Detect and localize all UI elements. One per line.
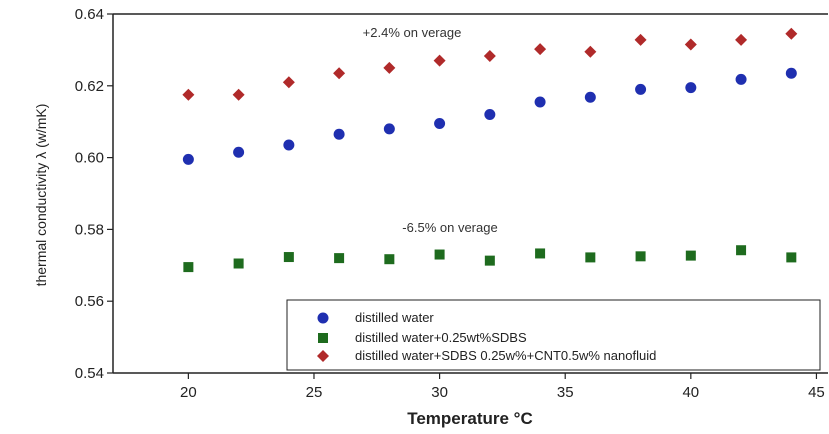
data-point-diamond [534, 43, 547, 56]
legend-label: distilled water+0.25wt%SDBS [355, 330, 527, 345]
data-point-circle [484, 109, 496, 121]
data-point-square [535, 248, 546, 259]
legend-item-sdbs: distilled water+0.25wt%SDBS [318, 330, 527, 345]
x-tick-label: 35 [557, 384, 574, 401]
data-point-square [434, 249, 445, 260]
data-point-square [635, 251, 646, 262]
y-tick-label: 0.54 [75, 365, 104, 382]
data-point-square [183, 262, 194, 273]
data-point-diamond [232, 88, 245, 101]
legend: distilled water distilled water+0.25wt%S… [286, 299, 821, 371]
data-point-square [736, 245, 747, 256]
plot-area [112, 13, 828, 374]
data-point-square [585, 252, 596, 263]
legend-marker-diamond [317, 350, 329, 362]
data-point-circle [182, 153, 194, 165]
data-point-diamond [584, 45, 597, 58]
x-tick-label: 40 [682, 384, 699, 401]
legend-marker-circle [317, 312, 329, 324]
x-axis-title: Temperature °C [407, 409, 533, 428]
y-tick-label: 0.58 [75, 221, 104, 238]
data-point-diamond [684, 38, 697, 51]
legend-marker-square [318, 333, 328, 343]
data-point-diamond [735, 33, 748, 46]
y-tick-label: 0.64 [75, 6, 104, 23]
data-point-circle [635, 83, 647, 95]
data-point-diamond [333, 67, 346, 80]
data-point-circle [534, 96, 546, 108]
data-point-square [283, 252, 294, 263]
data-point-circle [333, 128, 345, 140]
axis-ticks: 20 25 30 35 40 45 0.54 0.56 0.58 0.60 0.62 0.64 [75, 6, 825, 401]
data-point-circle [785, 67, 797, 79]
legend-label: distilled water [355, 310, 434, 325]
data-point-circle [434, 117, 446, 129]
legend-label: distilled water+SDBS 0.25w%+CNT0.5w% nan… [355, 348, 656, 363]
data-point-square [384, 254, 395, 265]
data-point-diamond [182, 88, 195, 101]
data-point-circle [283, 139, 295, 151]
data-point-circle [584, 91, 596, 103]
data-point-square [685, 250, 696, 261]
legend-box [286, 299, 821, 371]
x-tick-label: 45 [808, 384, 825, 401]
data-point-diamond [433, 54, 446, 67]
x-tick-label: 20 [180, 384, 197, 401]
data-point-square [334, 253, 345, 264]
data-point-square [786, 252, 797, 263]
data-point-diamond [483, 50, 496, 63]
data-point-diamond [785, 27, 798, 40]
data-point-diamond [383, 61, 396, 74]
legend-item-distilled-water: distilled water [317, 310, 434, 325]
data-markers [182, 27, 798, 273]
data-point-circle [735, 73, 747, 85]
x-tick-label: 30 [431, 384, 448, 401]
data-point-square [233, 258, 244, 269]
data-point-circle [233, 146, 245, 158]
annotation-top: +2.4% on verage [363, 25, 462, 40]
x-tick-label: 25 [306, 384, 323, 401]
legend-item-nanofluid: distilled water+SDBS 0.25w%+CNT0.5w% nan… [317, 348, 656, 363]
data-point-square [484, 255, 495, 266]
annotation-bottom: -6.5% on verage [402, 220, 497, 235]
data-point-circle [383, 123, 395, 135]
y-axis-title: thermal conductivity λ (w/mK) [33, 104, 49, 287]
y-tick-label: 0.62 [75, 78, 104, 95]
y-tick-label: 0.56 [75, 293, 104, 310]
data-point-diamond [634, 33, 647, 46]
y-tick-label: 0.60 [75, 150, 104, 167]
data-point-circle [685, 82, 697, 94]
data-point-diamond [282, 76, 295, 89]
